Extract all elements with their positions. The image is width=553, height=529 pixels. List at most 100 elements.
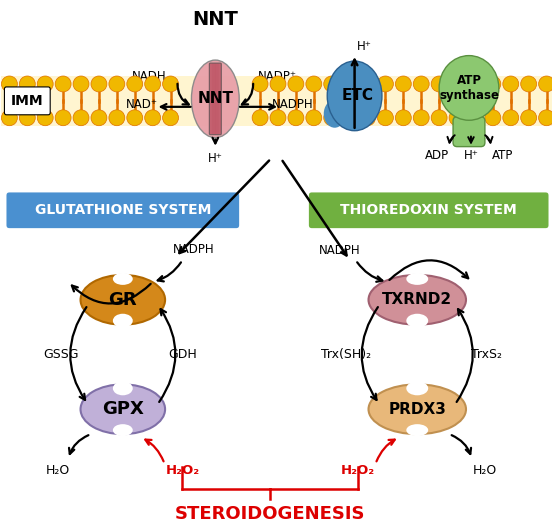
Ellipse shape [368,385,466,434]
FancyBboxPatch shape [6,191,240,229]
Text: TXRND2: TXRND2 [382,293,452,307]
Circle shape [37,76,53,92]
Circle shape [324,110,340,126]
FancyBboxPatch shape [453,117,485,147]
Text: PRDX3: PRDX3 [388,402,446,417]
Circle shape [539,110,553,126]
Ellipse shape [406,273,428,285]
Text: H₂O: H₂O [473,464,497,477]
Text: NADH: NADH [132,70,167,84]
Ellipse shape [113,424,133,436]
Text: GLUTATHIONE SYSTEM: GLUTATHIONE SYSTEM [35,203,211,217]
Text: ATP
synthase: ATP synthase [439,74,499,102]
FancyBboxPatch shape [209,63,216,135]
Text: STEROIDOGENESIS: STEROIDOGENESIS [175,505,366,523]
Text: ADP: ADP [425,149,449,162]
Text: H₂O: H₂O [46,464,70,477]
Text: IMM: IMM [11,94,44,108]
Ellipse shape [113,273,133,285]
Circle shape [485,76,501,92]
Text: GSSG: GSSG [43,348,79,361]
Circle shape [395,110,411,126]
Ellipse shape [406,424,428,436]
Ellipse shape [368,275,466,325]
Circle shape [359,110,375,126]
Circle shape [127,110,143,126]
Circle shape [503,76,519,92]
Text: H₂O₂: H₂O₂ [165,464,200,477]
Circle shape [378,76,393,92]
Circle shape [306,110,322,126]
Circle shape [324,76,340,92]
Bar [2,76,551,126]
Circle shape [127,76,143,92]
Circle shape [378,110,393,126]
Text: NADPH: NADPH [272,98,314,111]
FancyBboxPatch shape [210,63,221,135]
Circle shape [163,76,179,92]
Circle shape [270,110,286,126]
Circle shape [449,110,465,126]
Text: NADPH: NADPH [319,243,361,257]
Ellipse shape [439,56,499,120]
Text: ETC: ETC [342,88,374,103]
FancyBboxPatch shape [4,87,50,115]
Text: NADP⁺: NADP⁺ [258,70,296,84]
Circle shape [306,76,322,92]
Ellipse shape [406,381,428,395]
Circle shape [19,76,35,92]
Circle shape [2,76,17,92]
Circle shape [2,110,17,126]
Circle shape [449,76,465,92]
Circle shape [91,110,107,126]
Circle shape [109,110,125,126]
Circle shape [145,76,160,92]
Circle shape [359,76,375,92]
Circle shape [431,76,447,92]
Text: H⁺: H⁺ [357,40,372,53]
Text: NNT: NNT [197,92,233,106]
Ellipse shape [324,100,346,127]
Circle shape [252,76,268,92]
Text: H⁺: H⁺ [463,149,478,162]
Circle shape [55,76,71,92]
Text: TrxS₂: TrxS₂ [471,348,502,361]
Circle shape [163,110,179,126]
Text: GDH: GDH [168,348,197,361]
Circle shape [252,110,268,126]
Circle shape [431,110,447,126]
Circle shape [521,76,536,92]
Circle shape [413,76,429,92]
Circle shape [288,76,304,92]
Circle shape [342,110,358,126]
Circle shape [288,110,304,126]
Text: THIOREDOXIN SYSTEM: THIOREDOXIN SYSTEM [340,203,517,217]
Circle shape [395,76,411,92]
Circle shape [270,76,286,92]
Circle shape [539,76,553,92]
Ellipse shape [113,381,133,395]
Ellipse shape [81,385,165,434]
Circle shape [413,110,429,126]
Text: H₂O₂: H₂O₂ [341,464,374,477]
Text: Trx(SH)₂: Trx(SH)₂ [321,348,371,361]
Text: NAD⁺: NAD⁺ [126,98,158,111]
Ellipse shape [406,314,428,327]
Circle shape [342,76,358,92]
Circle shape [91,76,107,92]
FancyBboxPatch shape [308,191,550,229]
Text: NNT: NNT [192,10,238,29]
Text: H⁺: H⁺ [208,152,223,165]
Circle shape [467,110,483,126]
FancyBboxPatch shape [215,63,222,135]
Text: ATP: ATP [492,149,514,162]
Text: GR: GR [108,291,137,309]
Circle shape [485,110,501,126]
Circle shape [55,110,71,126]
Circle shape [467,76,483,92]
Text: GPX: GPX [102,400,144,418]
Ellipse shape [191,60,239,138]
Circle shape [19,110,35,126]
FancyBboxPatch shape [212,63,219,135]
Circle shape [73,76,89,92]
